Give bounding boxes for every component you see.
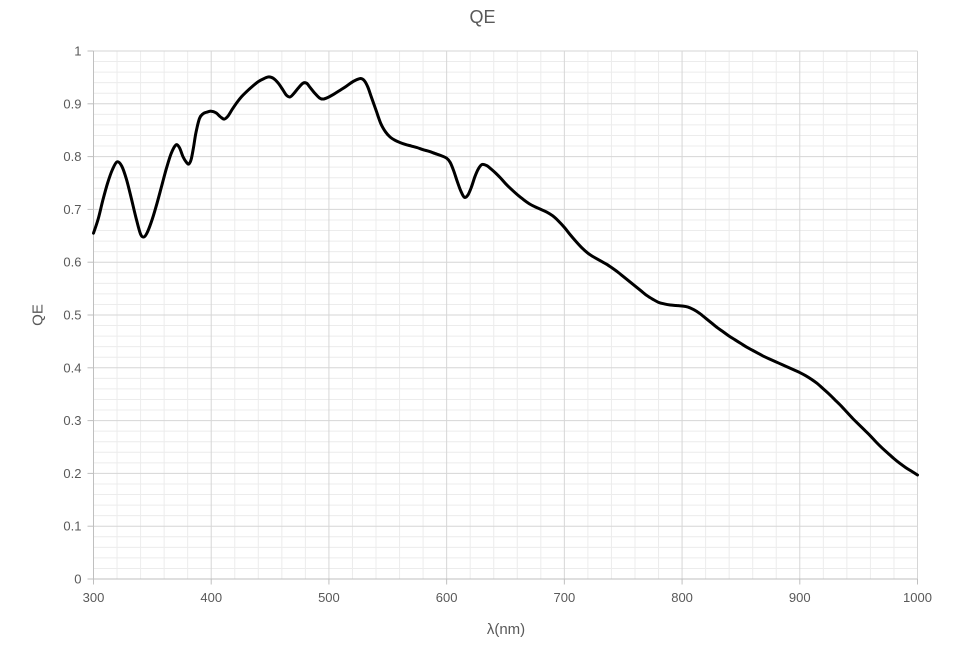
x-tick-label: 800: [671, 590, 693, 605]
x-tick-label: 1000: [903, 590, 932, 605]
y-tick-label: 0.9: [63, 96, 81, 111]
x-tick-label: 400: [200, 590, 222, 605]
y-tick-label: 0.7: [63, 202, 81, 217]
y-tick-label: 0.1: [63, 519, 81, 534]
y-tick-label: 0.6: [63, 255, 81, 270]
y-tick-label: 0.2: [63, 466, 81, 481]
chart-title: QE: [469, 7, 496, 27]
y-tick-label: 0.8: [63, 149, 81, 164]
x-tick-label: 300: [83, 590, 105, 605]
x-tick-label: 900: [789, 590, 811, 605]
y-tick-label: 0.4: [63, 360, 81, 375]
y-axis-title: QE: [29, 304, 47, 326]
y-tick-label: 0.5: [63, 308, 81, 323]
x-tick-label: 600: [436, 590, 458, 605]
y-tick-label: 0.3: [63, 413, 81, 428]
x-axis-title: λ(nm): [486, 621, 526, 638]
y-tick-label: 1: [74, 44, 81, 59]
y-tick-label: 0: [74, 572, 81, 587]
x-tick-label: 700: [554, 590, 576, 605]
qe-curve: [92, 75, 919, 477]
x-tick-label: 500: [318, 590, 340, 605]
